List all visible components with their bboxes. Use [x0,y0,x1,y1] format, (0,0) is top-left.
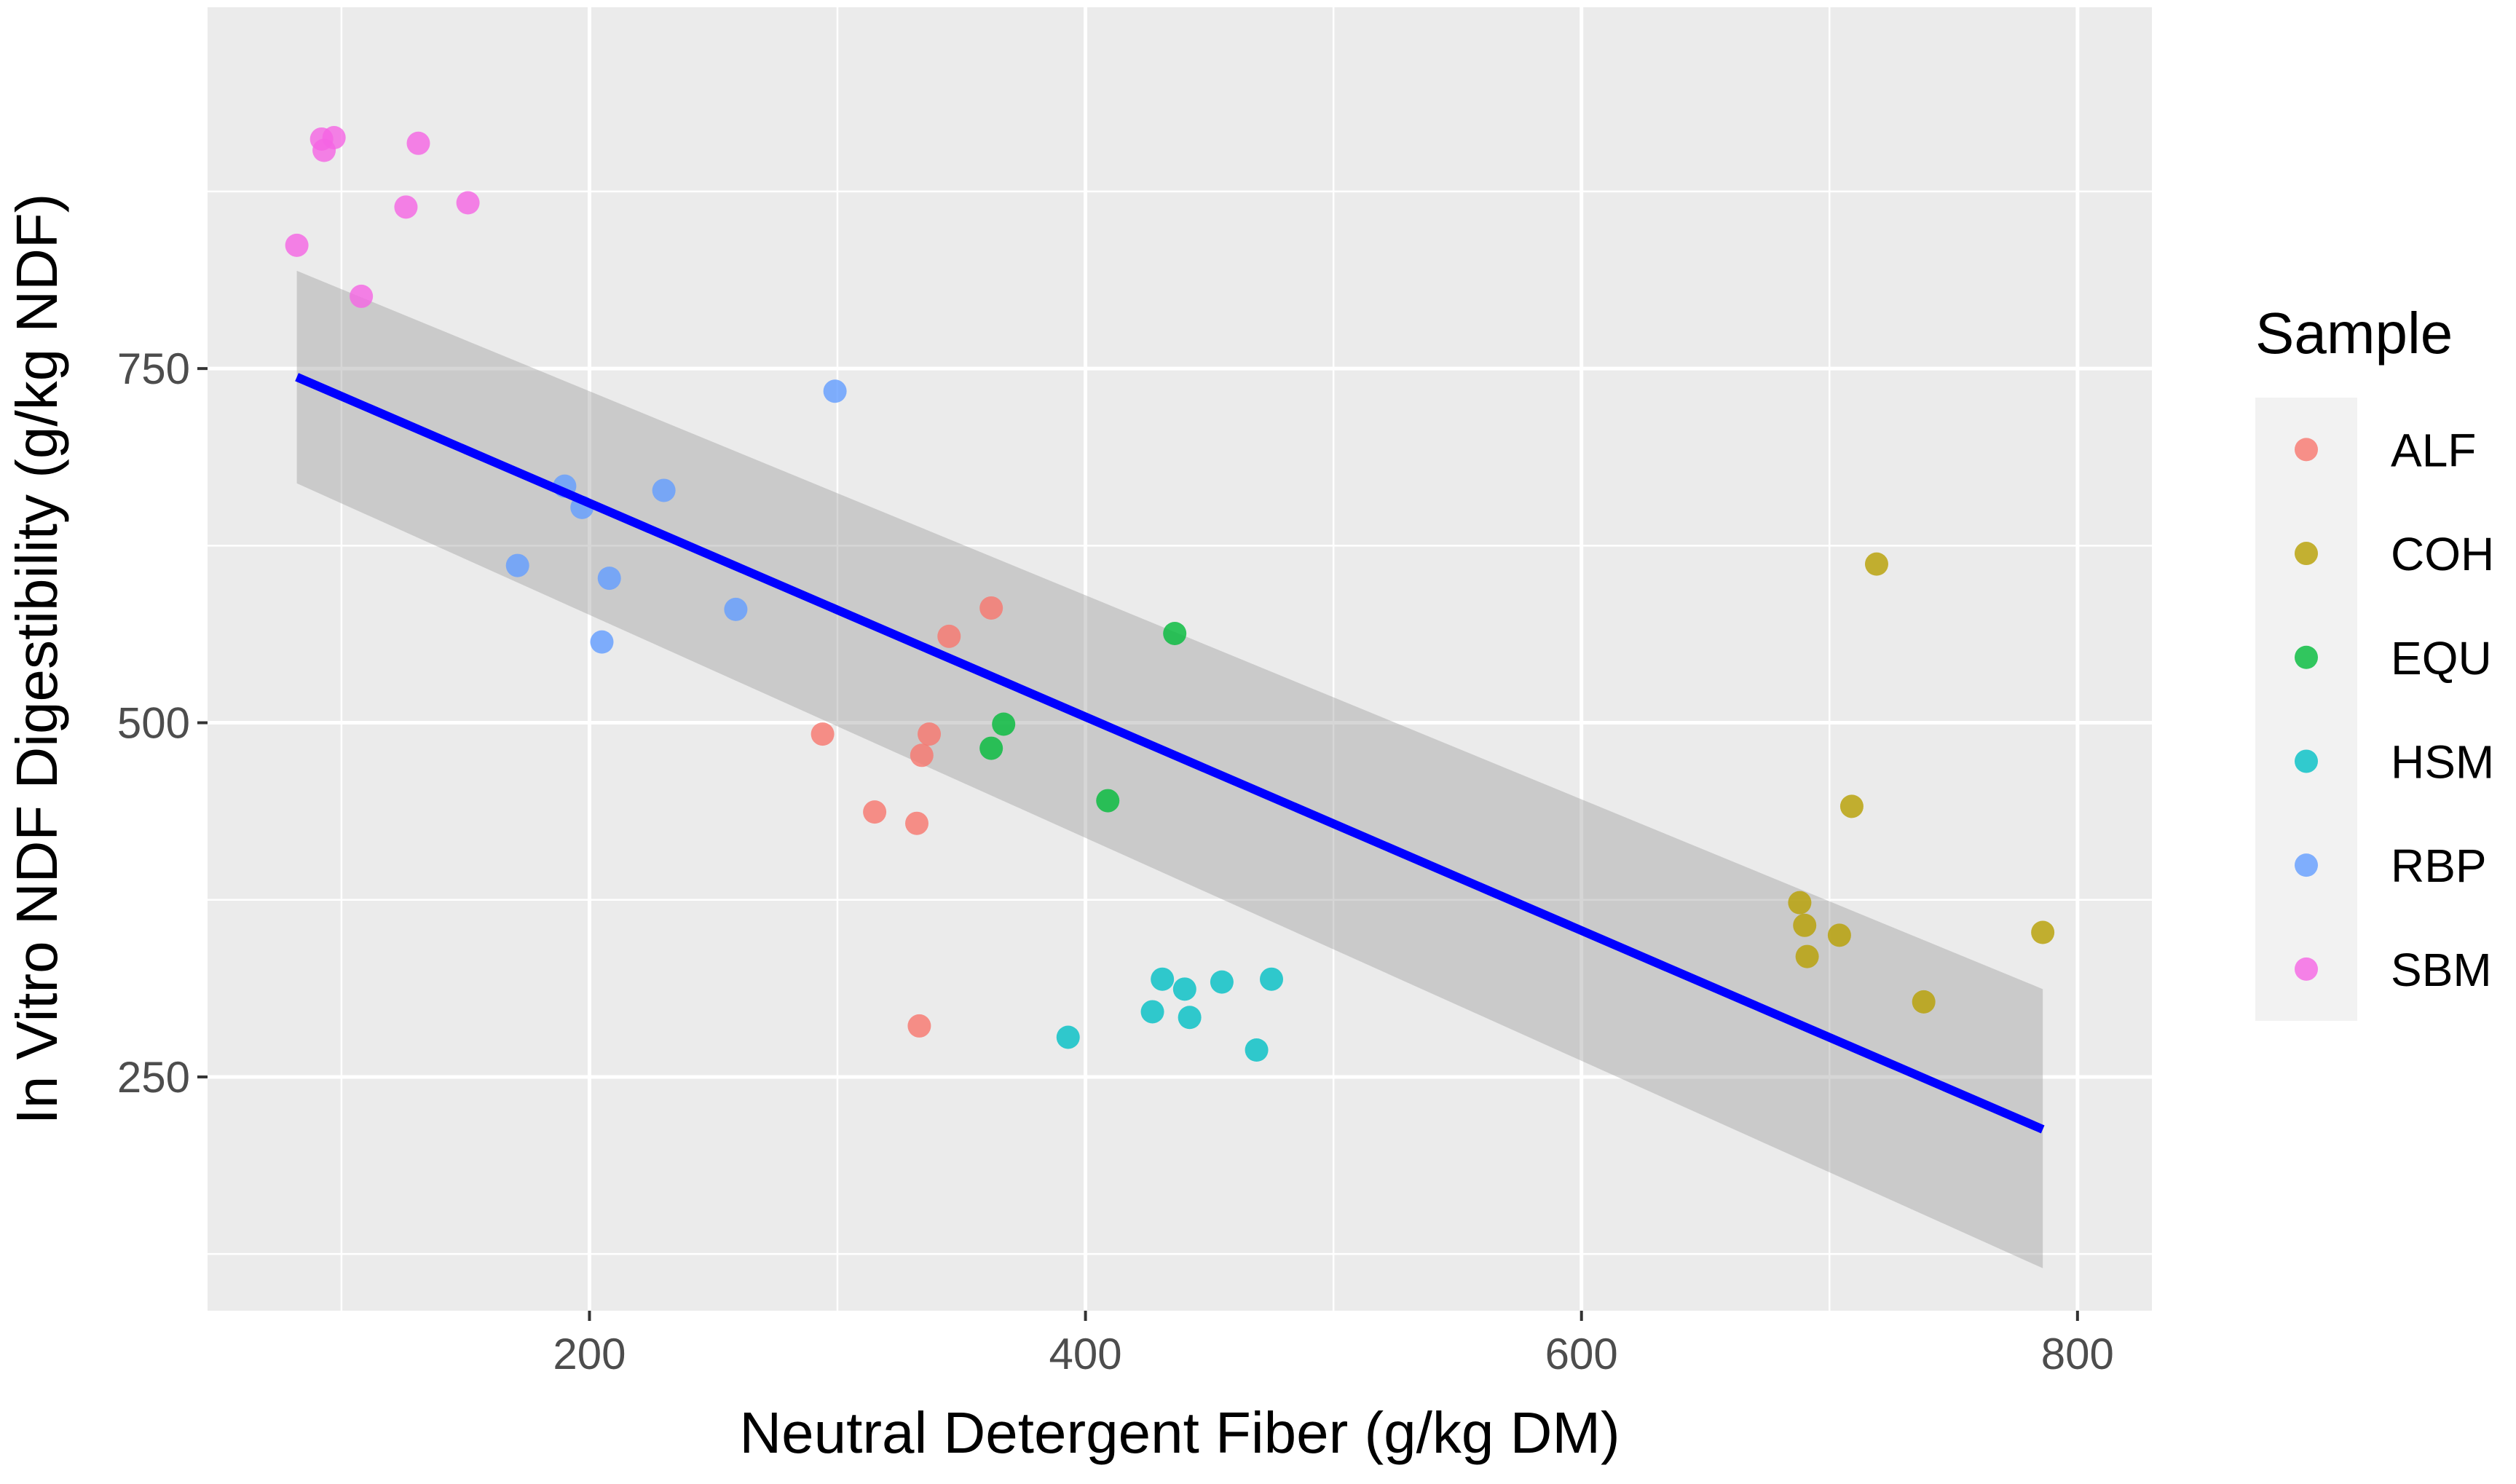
data-point-equ [1163,621,1187,645]
data-point-coh [1795,944,1819,968]
data-point-sbm [406,131,430,155]
data-point-rbp [652,478,676,502]
regression-line-layer [295,373,2045,1134]
data-point-alf [907,1014,931,1038]
panel-background [208,7,2152,1311]
data-point-hsm [1151,967,1175,991]
data-point-coh [1788,891,1812,915]
regression-line [295,373,2045,1134]
data-point-coh [2031,920,2055,944]
legend-key-coh [2295,542,2318,566]
data-point-sbm [456,191,480,215]
data-point-hsm [1210,970,1234,994]
x-tick-label: 600 [1545,1330,1618,1378]
legend-label-rbp: RBP [2391,840,2487,892]
x-axis-title: Neutral Detergent Fiber (g/kg DM) [739,1400,1620,1465]
legend-items: ALF COH EQU HSM RBP SBM [2295,424,2494,996]
legend-key-sbm [2295,957,2318,981]
data-point-hsm [1172,977,1196,1001]
y-axis-title: In Vitro NDF Digestibility (g/kg NDF) [4,194,69,1125]
data-point-coh [1912,990,1936,1014]
data-point-alf [937,624,961,648]
data-point-coh [1839,794,1864,818]
y-tick-label: 500 [117,699,190,748]
confidence-band [296,270,2043,1268]
data-point-alf [905,811,929,835]
legend-key-background [2255,398,2357,1021]
data-point-sbm [322,126,346,149]
major-grid [208,7,2152,1311]
data-point-equ [1096,789,1120,813]
data-point-rbp [724,597,748,621]
legend-label-sbm: SBM [2391,944,2492,996]
legend-label-equ: EQU [2391,632,2492,684]
legend-key-rbp [2295,853,2318,877]
legend-key-hsm [2295,749,2318,773]
data-point-alf [863,800,887,824]
y-tick-label: 750 [117,344,190,393]
confidence-band-area [296,270,2043,1268]
minor-grid [208,7,2152,1311]
x-tick-label: 800 [2041,1330,2114,1378]
data-point-alf [918,722,942,746]
data-point-coh [1864,552,1888,576]
data-point-coh [1793,913,1817,937]
data-point-rbp [823,379,847,403]
data-point-alf [811,722,835,746]
legend: Sample ALF COH EQU HSM RBP SBM [2255,301,2494,1021]
data-point-sbm [350,284,374,308]
legend-label-coh: COH [2391,528,2494,580]
data-point-hsm [1140,1000,1164,1024]
data-point-alf [910,743,934,767]
data-point-equ [992,712,1016,736]
legend-title: Sample [2255,301,2453,366]
legend-label-hsm: HSM [2391,735,2494,788]
data-point-hsm [1245,1038,1269,1062]
data-point-hsm [1260,967,1284,991]
legend-key-alf [2295,438,2318,462]
y-tick-label: 250 [117,1053,190,1102]
data-point-sbm [394,195,418,219]
x-tick-label: 200 [553,1330,626,1378]
legend-label-alf: ALF [2391,424,2476,476]
x-axis: 200 400 600 800 [553,1311,2114,1378]
data-point-rbp [590,630,614,654]
data-point-rbp [505,553,529,577]
data-point-hsm [1178,1006,1202,1030]
data-point-alf [979,596,1003,620]
data-point-equ [979,736,1003,760]
y-axis: 250 500 750 [117,344,208,1102]
data-point-hsm [1056,1025,1080,1049]
data-point-rbp [597,567,621,591]
legend-key-equ [2295,645,2318,669]
data-point-sbm [285,233,309,257]
data-point-coh [1827,923,1851,947]
x-tick-label: 400 [1049,1330,1122,1378]
data-points [285,126,2055,1062]
